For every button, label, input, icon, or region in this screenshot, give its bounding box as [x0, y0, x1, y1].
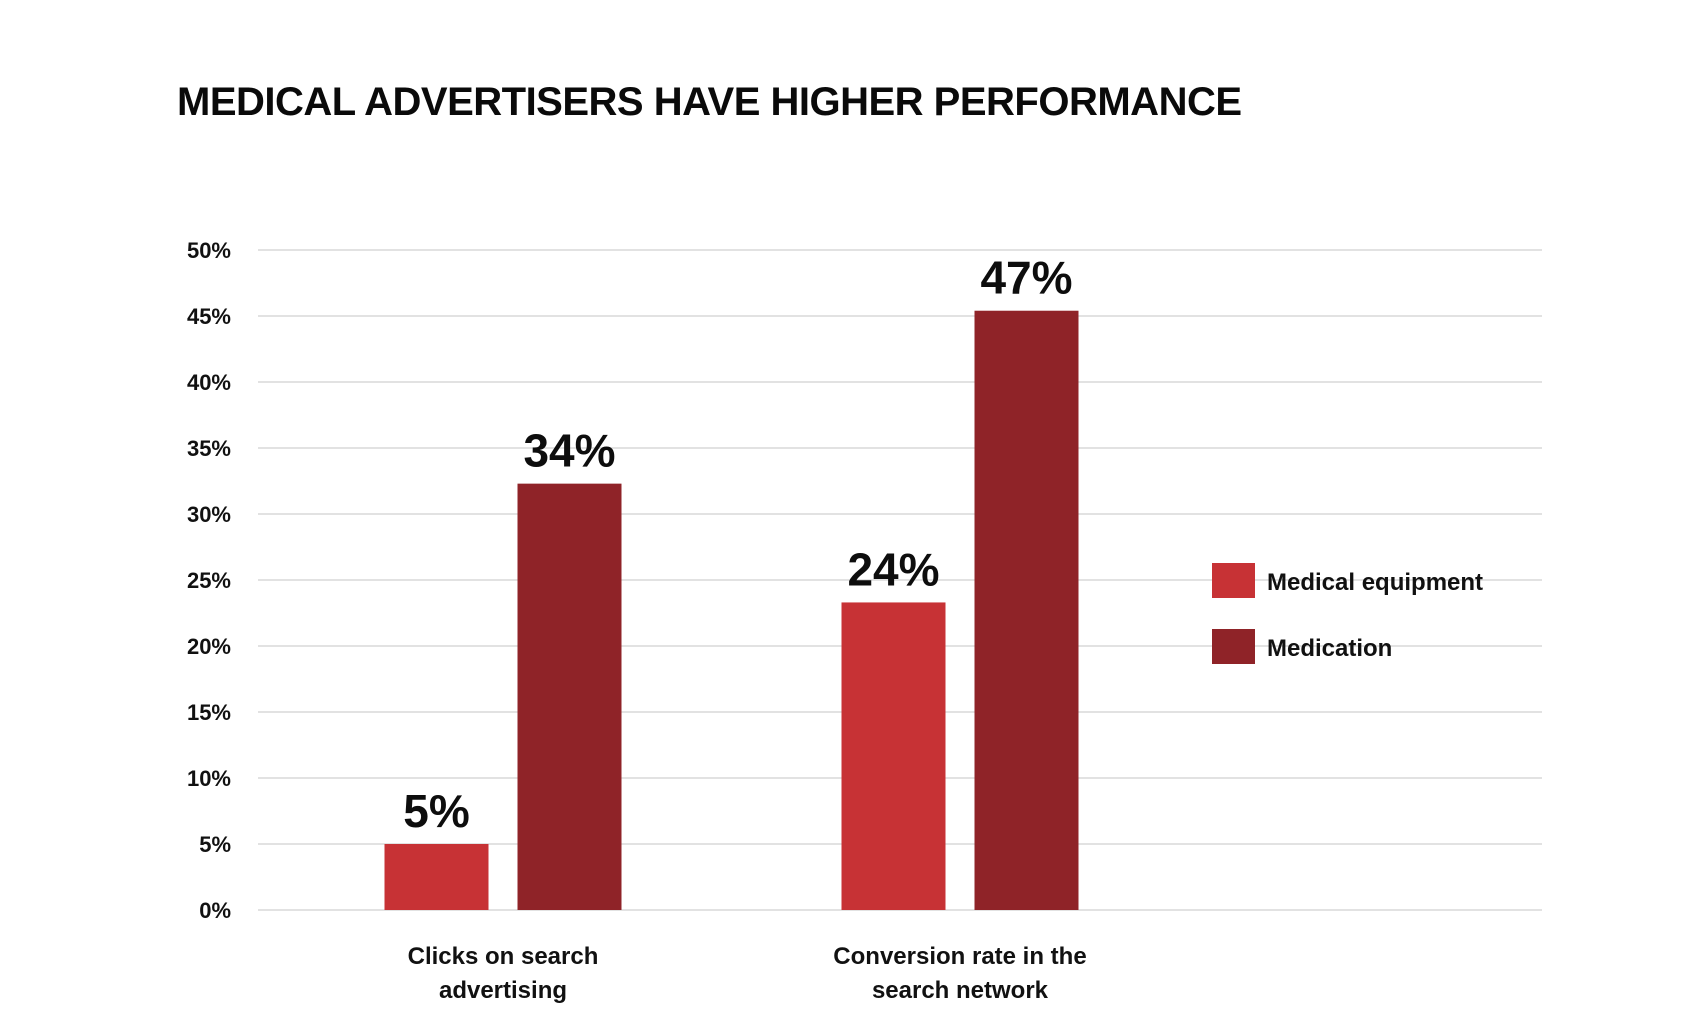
legend-swatch	[1212, 629, 1255, 664]
y-tick-label: 25%	[187, 568, 231, 593]
bar	[384, 844, 489, 910]
y-tick-label: 15%	[187, 700, 231, 725]
y-tick-label: 20%	[187, 634, 231, 659]
y-tick-label: 35%	[187, 436, 231, 461]
x-category-label: advertising	[439, 977, 567, 1004]
y-tick-label: 0%	[199, 898, 231, 923]
y-tick-label: 45%	[187, 304, 231, 329]
y-tick-label: 5%	[199, 832, 231, 857]
bar	[517, 483, 622, 910]
y-tick-label: 30%	[187, 502, 231, 527]
y-tick-label: 40%	[187, 370, 231, 395]
y-tick-label: 50%	[187, 238, 231, 263]
bars	[384, 310, 1079, 911]
bar-value-label: 5%	[403, 785, 469, 837]
y-axis-tick-labels: 0% 5% 10% 15% 20% 25% 30% 35% 40% 45% 50%	[187, 238, 231, 923]
bar-value-label: 24%	[847, 543, 939, 595]
bar	[974, 310, 1079, 911]
bar-value-label: 34%	[523, 425, 615, 477]
legend-label: Medical equipment	[1267, 569, 1483, 596]
chart-title: MEDICAL ADVERTISERS HAVE HIGHER PERFORMA…	[177, 80, 1242, 124]
x-category-label: search network	[872, 977, 1049, 1004]
bar-value-labels: 5% 34% 24% 47%	[403, 252, 1072, 837]
x-axis-category-labels: Clicks on search advertising Conversion ra…	[408, 943, 1087, 1004]
legend: Medical equipment Medication	[1212, 563, 1483, 664]
x-category-label: Conversion rate in the	[833, 943, 1086, 970]
bar-value-label: 47%	[980, 252, 1072, 304]
y-tick-label: 10%	[187, 766, 231, 791]
x-category-label: Clicks on search	[408, 943, 599, 970]
legend-label: Medication	[1267, 635, 1392, 662]
legend-swatch	[1212, 563, 1255, 598]
bar	[841, 602, 946, 910]
